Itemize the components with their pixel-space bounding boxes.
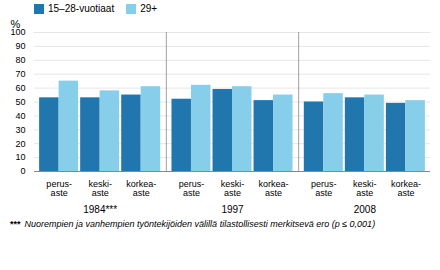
svg-text:korkea-aste: korkea-aste	[259, 179, 289, 198]
svg-text:korkea-aste: korkea-aste	[391, 179, 421, 198]
svg-text:70: 70	[15, 69, 25, 79]
svg-text:80: 80	[15, 55, 25, 65]
html-text:*** Nuorempien ja vanhempien t: *** Nuorempien ja vanhempien työntekijöi…	[10, 219, 376, 229]
svg-text:90: 90	[15, 41, 25, 51]
svg-text:1997: 1997	[221, 204, 244, 215]
html-text:29+: 29+	[140, 3, 158, 14]
svg-text:2008: 2008	[354, 204, 377, 215]
html-text:15–28-vuotiaat: 15–28-vuotiaat	[48, 3, 115, 14]
svg-text:keski-aste: keski-aste	[353, 179, 377, 198]
svg-text:0: 0	[20, 166, 25, 176]
svg-text:60: 60	[15, 83, 25, 93]
svg-text:keski-aste: keski-aste	[221, 179, 245, 198]
svg-text:keski-aste: keski-aste	[88, 179, 112, 198]
svg-text:100: 100	[10, 27, 26, 38]
svg-text:korkea-aste: korkea-aste	[126, 179, 156, 198]
svg-text:30: 30	[15, 125, 25, 135]
svg-text:20: 20	[15, 139, 25, 149]
svg-text:perus-aste: perus-aste	[311, 179, 337, 198]
svg-text:50: 50	[15, 97, 25, 107]
svg-text:10: 10	[15, 152, 25, 162]
svg-text:perus-aste: perus-aste	[46, 179, 72, 198]
svg-text:%: %	[11, 18, 21, 30]
svg-text:1984***: 1984***	[83, 204, 117, 215]
svg-text:perus-aste: perus-aste	[179, 179, 205, 198]
svg-text:40: 40	[15, 111, 25, 121]
